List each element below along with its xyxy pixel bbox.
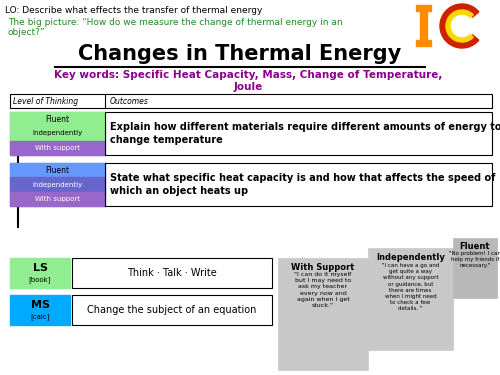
Bar: [72, 295, 272, 325]
Text: Independently: Independently: [32, 182, 82, 188]
Bar: [72, 258, 272, 288]
Bar: [453, 238, 497, 298]
Text: Think · Talk · Write: Think · Talk · Write: [127, 268, 217, 278]
Bar: [10, 126, 105, 141]
Bar: [368, 248, 453, 350]
Bar: [416, 40, 431, 46]
Text: "I can do it myself
but I may need to
ask my teacher
every now and
again when I : "I can do it myself but I may need to as…: [294, 272, 352, 308]
Text: Fluent: Fluent: [46, 115, 70, 124]
Bar: [278, 258, 368, 370]
Bar: [10, 177, 105, 192]
Text: MS: MS: [30, 300, 50, 310]
Wedge shape: [440, 4, 479, 48]
Text: With support: With support: [35, 145, 80, 151]
Text: [book]: [book]: [29, 277, 52, 284]
Text: LS: LS: [32, 263, 48, 273]
Text: With support: With support: [35, 196, 80, 202]
FancyArrowPatch shape: [15, 120, 21, 227]
Text: Independently: Independently: [32, 130, 82, 136]
Bar: [420, 7, 427, 45]
Text: Joule: Joule: [234, 82, 262, 92]
Bar: [10, 295, 70, 325]
Text: Fluent: Fluent: [460, 242, 490, 251]
Text: LO: Describe what effects the transfer of thermal energy: LO: Describe what effects the transfer o…: [5, 6, 262, 15]
Text: Explain how different materials require different amounts of energy to
change te: Explain how different materials require …: [110, 122, 500, 145]
Text: Independently: Independently: [376, 253, 445, 262]
Text: Key words: Specific Heat Capacity, Mass, Change of Temperature,: Key words: Specific Heat Capacity, Mass,…: [54, 70, 442, 80]
Text: Level of Thinking: Level of Thinking: [13, 96, 78, 105]
Text: Change the subject of an equation: Change the subject of an equation: [88, 305, 256, 315]
Bar: [10, 141, 105, 155]
Text: [calc]: [calc]: [30, 314, 50, 320]
Text: Fluent: Fluent: [46, 166, 70, 175]
Text: State what specific heat capacity is and how that affects the speed of
which an : State what specific heat capacity is and…: [110, 173, 496, 196]
Bar: [10, 112, 105, 126]
Text: object?”: object?”: [8, 28, 46, 37]
Bar: [416, 5, 431, 11]
Text: Changes in Thermal Energy: Changes in Thermal Energy: [78, 44, 402, 64]
Text: Outcomes: Outcomes: [110, 96, 149, 105]
Text: The big picture: “How do we measure the change of thermal energy in an: The big picture: “How do we measure the …: [8, 18, 342, 27]
Text: "I can have a go and
get quite a way
without any support
or guidance, but
there : "I can have a go and get quite a way wit…: [382, 263, 439, 311]
Wedge shape: [446, 10, 473, 42]
Bar: [10, 112, 492, 155]
Text: "No problem! I can
help my friends if
necessary.": "No problem! I can help my friends if ne…: [449, 251, 500, 268]
Bar: [10, 163, 492, 206]
Bar: [10, 94, 492, 108]
Text: With Support: With Support: [292, 263, 354, 272]
Bar: [10, 192, 105, 206]
Bar: [10, 163, 105, 177]
Bar: [10, 258, 70, 288]
